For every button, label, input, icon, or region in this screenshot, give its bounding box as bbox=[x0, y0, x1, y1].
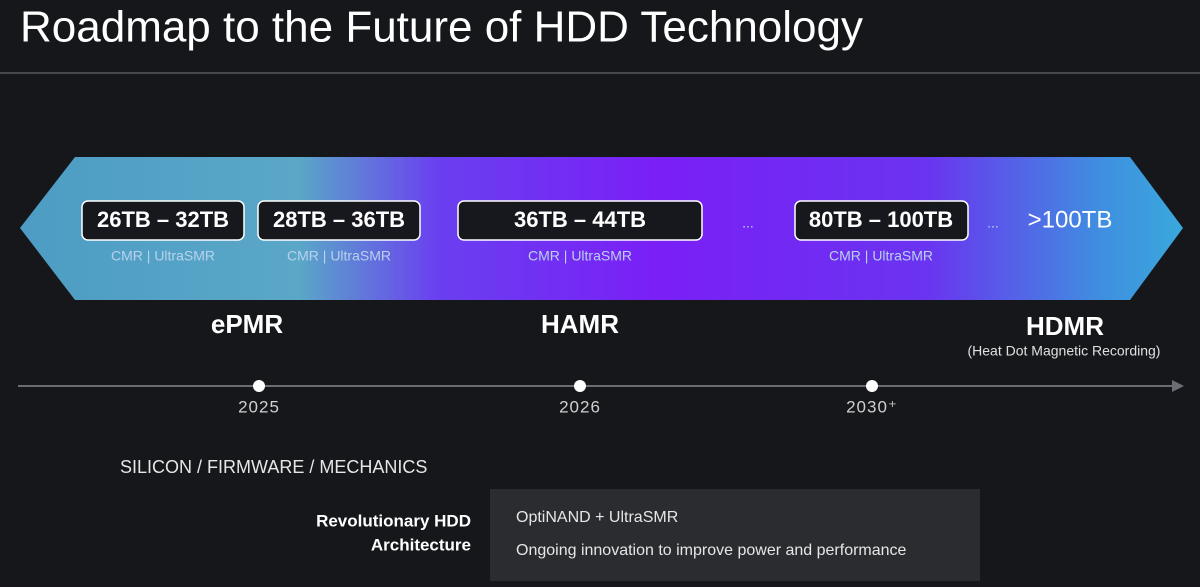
footer-heading: SILICON / FIRMWARE / MECHANICS bbox=[120, 457, 427, 477]
capacity-box bbox=[794, 200, 969, 241]
footer-label: Revolutionary HDD bbox=[316, 511, 471, 530]
technology: HDMR bbox=[1026, 311, 1104, 341]
capacity-box bbox=[81, 200, 245, 241]
capacity-sub: CMR | UltraSMR bbox=[528, 248, 632, 264]
timeline-dot bbox=[866, 380, 878, 392]
capacity: >100TB bbox=[1028, 206, 1113, 233]
capacity-box bbox=[257, 200, 421, 241]
timeline-arrowhead bbox=[1172, 380, 1184, 392]
year: 2026 bbox=[559, 397, 601, 416]
capacity-sub: CMR | UltraSMR bbox=[111, 248, 215, 264]
capacity: 26TB – 32TB bbox=[97, 207, 229, 232]
footer-panel bbox=[490, 489, 980, 581]
footer-item: Ongoing innovation to improve power and … bbox=[516, 542, 907, 559]
capacity-sub: CMR | UltraSMR bbox=[287, 248, 391, 264]
timeline-dot bbox=[253, 380, 265, 392]
capacity-sub: CMR | UltraSMR bbox=[829, 248, 933, 264]
year: 2030⁺ bbox=[846, 397, 898, 416]
capacity: 28TB – 36TB bbox=[273, 207, 405, 232]
technology-subtitle: (Heat Dot Magnetic Recording) bbox=[968, 343, 1161, 359]
capacity: 36TB – 44TB bbox=[514, 207, 646, 232]
title: Roadmap to the Future of HDD Technology bbox=[20, 3, 863, 52]
timeline-dot bbox=[574, 380, 586, 392]
footer-label: Architecture bbox=[371, 535, 471, 554]
technology: HAMR bbox=[541, 309, 619, 339]
separator: ... bbox=[742, 215, 754, 231]
capacity-box bbox=[457, 200, 703, 241]
technology: ePMR bbox=[211, 309, 283, 339]
capacity: 80TB – 100TB bbox=[809, 207, 953, 232]
footer-item: OptiNAND + UltraSMR bbox=[516, 509, 678, 526]
separator: ... bbox=[987, 215, 999, 231]
year: 2025 bbox=[238, 397, 280, 416]
